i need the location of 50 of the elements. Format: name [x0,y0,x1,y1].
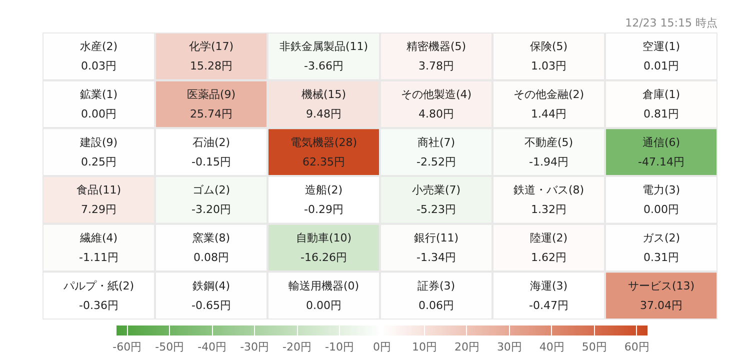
data-label: 小売業(7) -5.23円 [412,184,461,216]
data-label: 水産(2) 0.03円 [80,40,118,73]
data-label: 陸運(2) 1.62円 [530,232,568,264]
color-bar-label: 10円 [412,340,437,354]
data-label: 繊維(4) -1.11円 [78,232,118,264]
data-label: 証券(3) 0.06円 [417,279,456,312]
data-label: 食品(11) 7.29円 [76,184,122,216]
data-label: 医薬品(9) 25.74円 [186,88,236,120]
data-label: 保険(5) 1.03円 [530,40,568,73]
data-label: サービス(13) 37.04円 [628,279,695,312]
color-bar-label: -10円 [325,340,354,354]
data-label: 鉄道・バス(8) 1.32円 [513,184,584,216]
data-label: 海運(3) -0.47円 [529,279,568,312]
data-label: 建設(9) 0.25円 [78,136,118,168]
color-bar-label: 30円 [496,340,522,354]
data-label: 輸送用機器(0) 0.00円 [288,279,360,312]
data-label: その他金融(2) 1.44円 [513,88,584,120]
data-label: 倉庫(1) 0.81円 [642,88,680,120]
data-label: 化学(17) 15.28円 [188,40,234,73]
color-bar-label: 50円 [582,340,607,354]
data-label: 商社(7) -2.52円 [416,136,456,168]
color-bar-label: 20円 [454,340,480,354]
text: 12/23 15:15 時点 [625,16,718,30]
data-label: 非鉄金属製品(11) -3.66円 [279,40,368,73]
data-label: 電力(3) 0.00円 [642,184,680,216]
data-label: ゴム(2) -3.20円 [192,184,231,216]
color-bar-label: -30円 [240,340,270,354]
data-label: 不動産(5) -1.94円 [524,136,574,168]
data-label: 機械(15) 9.48円 [301,88,346,120]
color-bar-label: -50円 [155,340,184,354]
data-label: その他製造(4) 4.80円 [400,88,472,120]
data-label: 鉱業(1) 0.00円 [80,88,118,120]
data-label: ガス(2) 0.31円 [642,232,680,264]
data-label: 電気機器(28) 62.35円 [290,136,358,168]
data-label: 空運(1) 0.01円 [642,40,680,73]
color-bar-label: 0円 [373,340,391,354]
data-label: パルプ・紙(2) -0.36円 [62,279,134,312]
data-label: 窯業(8) 0.08円 [192,232,230,264]
data-label: 通信(6) -47.14円 [638,136,684,168]
data-label: 精密機器(5) 3.78円 [406,40,466,73]
color-bar-label: 60円 [624,340,650,354]
color-bar-label: -20円 [282,340,312,354]
color-bar-label: -40円 [198,340,227,354]
data-label: 石油(2) -0.15円 [192,136,231,168]
data-label: 造船(2) -0.29円 [304,184,344,216]
color-bar-label: 40円 [539,340,564,354]
data-label: 自動車(10) -16.26円 [296,232,352,264]
data-label: 鉄鋼(4) -0.65円 [192,279,231,312]
color-bar-label: -60円 [112,340,142,354]
data-label: 銀行(11) -1.34円 [414,232,459,264]
